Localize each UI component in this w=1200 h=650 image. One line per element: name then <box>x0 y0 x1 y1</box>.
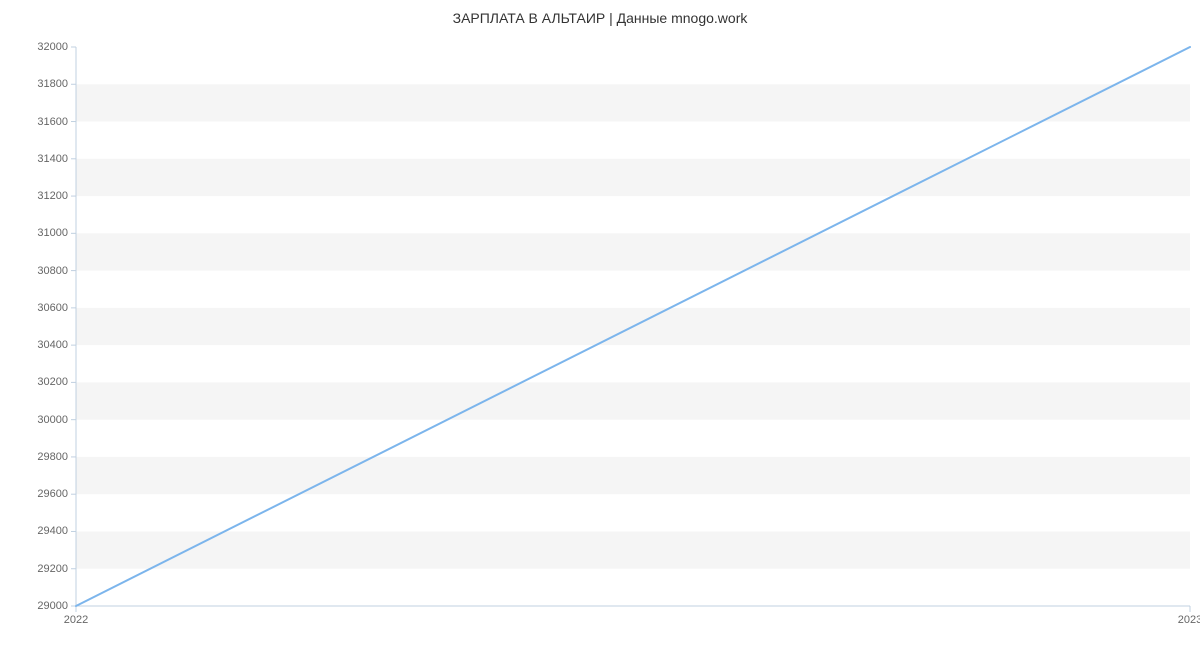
y-tick-label: 29800 <box>37 451 68 463</box>
y-tick-label: 31400 <box>37 153 68 165</box>
chart-title: ЗАРПЛАТА В АЛЬТАИР | Данные mnogo.work <box>0 10 1200 26</box>
grid-band <box>76 84 1190 121</box>
y-tick-label: 31000 <box>37 227 68 239</box>
grid-band <box>76 233 1190 270</box>
y-tick-label: 30000 <box>37 414 68 426</box>
plot-area: 2900029200294002960029800300003020030400… <box>76 47 1190 606</box>
y-tick-label: 32000 <box>37 41 68 53</box>
grid-band <box>76 382 1190 419</box>
y-tick-label: 31800 <box>37 78 68 90</box>
y-tick-label: 30600 <box>37 302 68 314</box>
grid-band <box>76 531 1190 568</box>
y-tick-label: 29000 <box>37 600 68 612</box>
y-tick-label: 30800 <box>37 265 68 277</box>
grid-band <box>76 457 1190 494</box>
y-tick-label: 30400 <box>37 339 68 351</box>
y-tick-label: 30200 <box>37 376 68 388</box>
chart-svg <box>76 47 1190 606</box>
y-tick-label: 31200 <box>37 190 68 202</box>
y-tick-label: 29600 <box>37 488 68 500</box>
x-tick-label: 2022 <box>64 614 88 626</box>
chart-container: ЗАРПЛАТА В АЛЬТАИР | Данные mnogo.work 2… <box>0 0 1200 650</box>
grid-band <box>76 159 1190 196</box>
y-tick-label: 31600 <box>37 116 68 128</box>
y-tick-label: 29400 <box>37 525 68 537</box>
y-tick-label: 29200 <box>37 563 68 575</box>
x-tick-label: 2023 <box>1178 614 1200 626</box>
